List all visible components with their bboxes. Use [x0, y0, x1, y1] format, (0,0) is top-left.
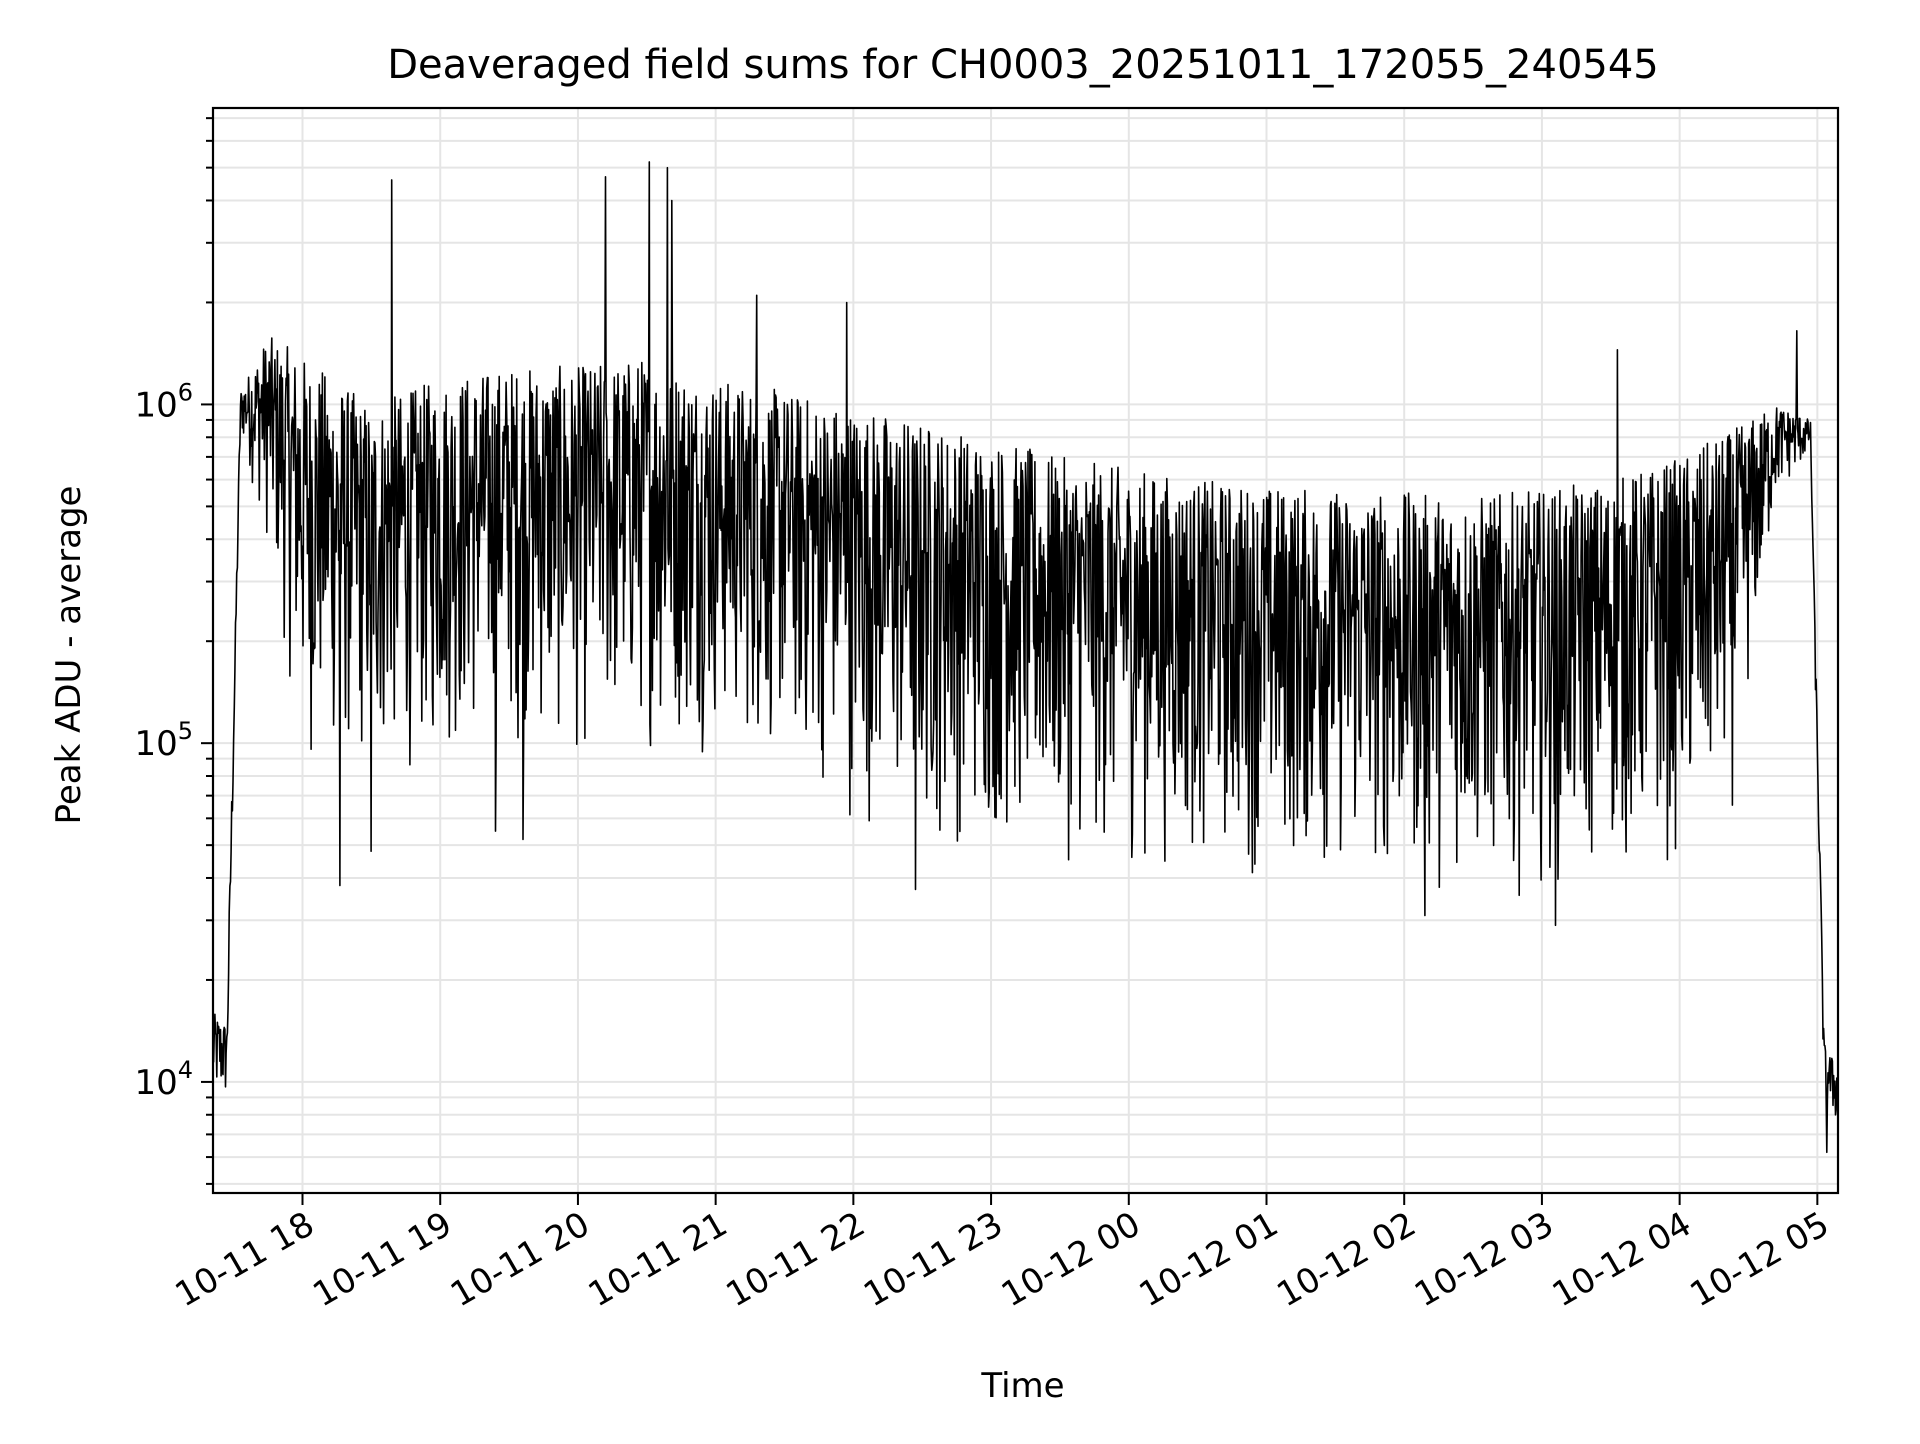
- plot-frame: [211, 106, 1840, 1195]
- y-tick-base: 10: [134, 385, 177, 425]
- y-tick-label: 106: [134, 378, 193, 425]
- grid: [213, 108, 1838, 1193]
- y-tick-label: 104: [134, 1056, 193, 1103]
- series: [213, 161, 1838, 1154]
- chart-title: Deaveraged field sums for CH0003_2025101…: [387, 42, 1659, 88]
- y-tick-exponent: 6: [178, 378, 193, 406]
- series-line: [213, 161, 1838, 1154]
- axes: [211, 106, 1840, 1195]
- y-tick-base: 10: [134, 1063, 177, 1103]
- x-axis-label: Time: [980, 1366, 1064, 1406]
- y-axis-label: Peak ADU - average: [49, 486, 89, 825]
- y-tick-base: 10: [134, 724, 177, 764]
- y-tick-label: 105: [134, 717, 193, 764]
- y-tick-exponent: 5: [178, 717, 193, 745]
- y-tick-exponent: 4: [178, 1056, 193, 1084]
